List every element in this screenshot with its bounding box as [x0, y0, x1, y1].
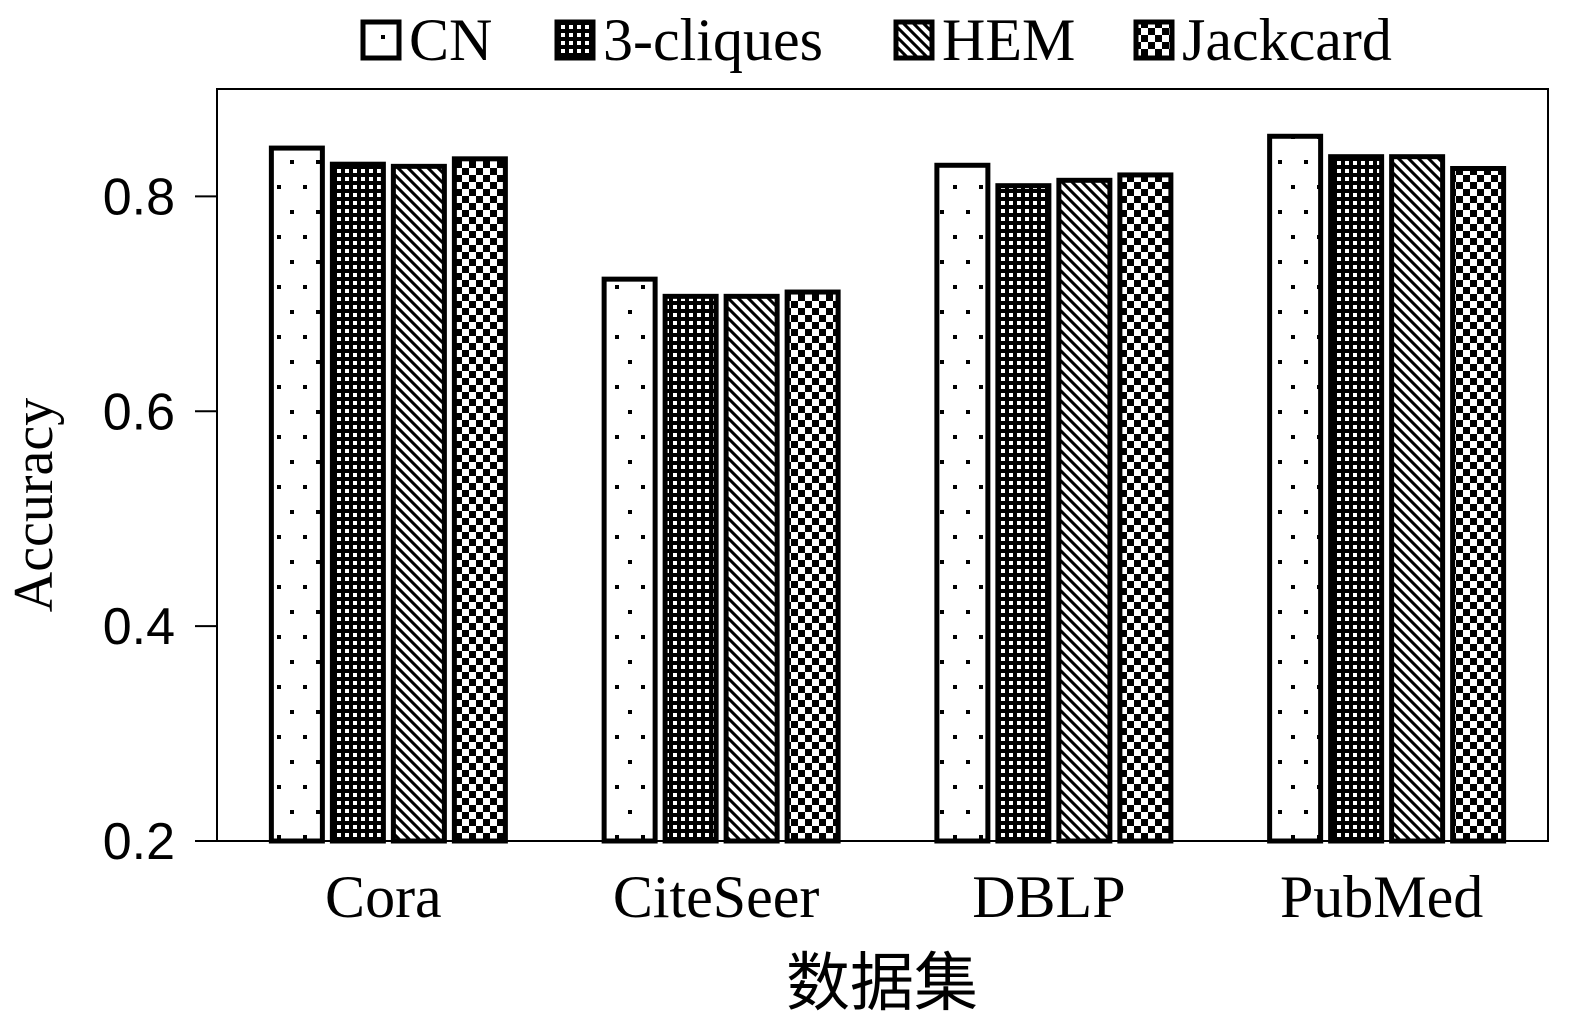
bar-jackcard-cora	[451, 156, 508, 844]
bar-hem-cora	[390, 163, 447, 844]
y-tick-label: 0.4	[103, 598, 175, 656]
y-tick-label: 0.2	[103, 813, 175, 871]
y-axis-label: Accuracy	[3, 398, 65, 613]
bar-jackcard-pubmed	[1450, 165, 1507, 844]
bar-hem-citeseer	[723, 293, 780, 844]
x-tick-label: CiteSeer	[613, 864, 820, 930]
legend-label: CN	[409, 7, 492, 73]
bar-hem-pubmed	[1389, 154, 1446, 844]
bar-cn-pubmed	[1267, 133, 1324, 844]
legend-swatch-hem	[893, 19, 935, 61]
x-axis-label: 数据集	[786, 947, 978, 1020]
legend-label: Jackcard	[1182, 7, 1392, 73]
x-tick-label: PubMed	[1280, 864, 1483, 930]
bar-jackcard-dblp	[1117, 172, 1174, 844]
bar-3-cliques-dblp	[995, 183, 1052, 844]
y-tick-label: 0.6	[103, 383, 175, 441]
legend-swatch-cn	[360, 19, 402, 61]
y-tick-label: 0.8	[103, 168, 175, 226]
bar-cn-citeseer	[601, 276, 658, 844]
legend-label: 3-cliques	[603, 7, 823, 73]
bar-cn-cora	[268, 145, 325, 844]
legend-swatch-3-cliques	[554, 19, 596, 61]
x-tick-label: Cora	[325, 864, 442, 930]
bar-3-cliques-cora	[329, 161, 386, 844]
legend-swatch-jackcard	[1133, 19, 1175, 61]
legend-label: HEM	[942, 7, 1075, 73]
x-tick-label: DBLP	[972, 864, 1125, 930]
bar-hem-dblp	[1056, 177, 1113, 844]
plot-frame	[216, 88, 1549, 842]
bar-3-cliques-pubmed	[1328, 154, 1385, 844]
bar-cn-dblp	[934, 162, 991, 844]
bar-3-cliques-citeseer	[662, 293, 719, 844]
bar-jackcard-citeseer	[784, 289, 841, 844]
